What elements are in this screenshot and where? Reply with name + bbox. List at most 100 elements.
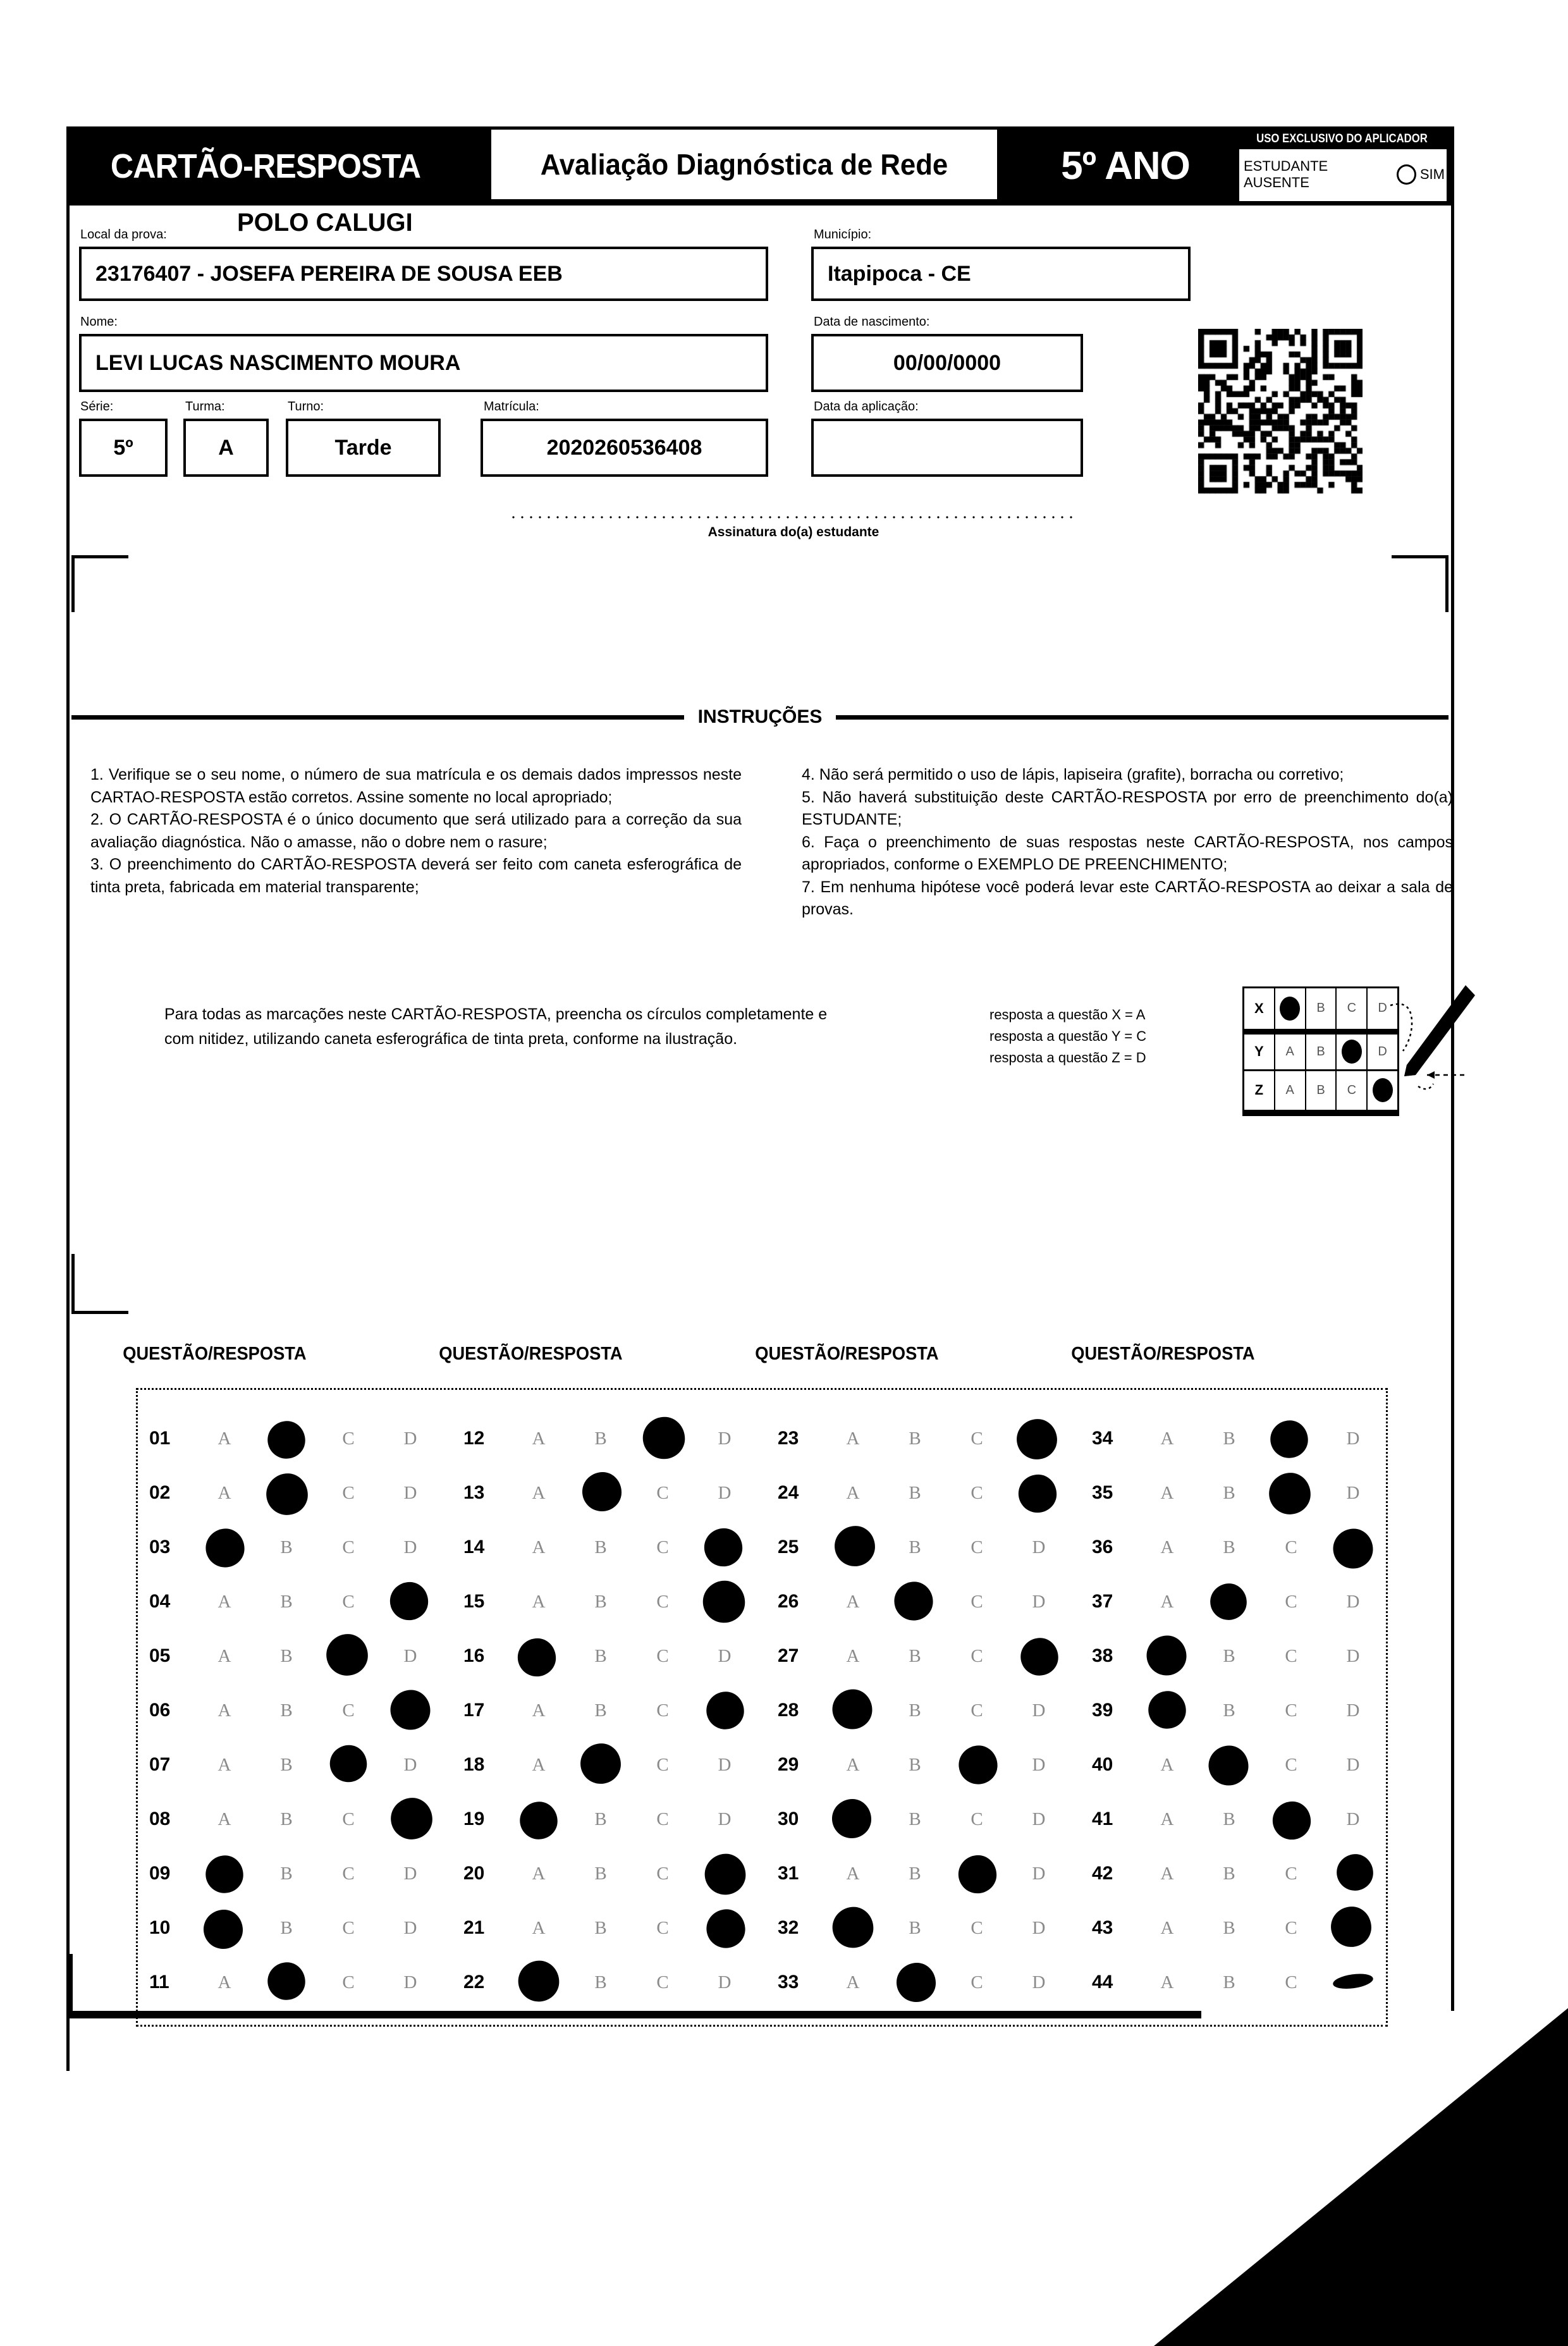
answer-bubble-39-d[interactable]: D (1322, 1683, 1384, 1738)
signature-line[interactable] (509, 515, 1078, 519)
answer-bubble-20-a[interactable]: A (508, 1846, 570, 1901)
answer-bubble-15-c[interactable]: C (632, 1575, 694, 1629)
answer-bubble-12-d[interactable]: D (694, 1411, 756, 1466)
school-field[interactable]: 23176407 - JOSEFA PEREIRA DE SOUSA EEB (79, 247, 768, 301)
answer-bubble-25-d[interactable]: D (1008, 1520, 1070, 1575)
answer-bubble-10-b[interactable]: B (255, 1901, 317, 1955)
matricula-field[interactable]: 2020260536408 (481, 419, 768, 477)
answer-bubble-07-d[interactable]: D (379, 1738, 441, 1792)
answer-bubble-20-c[interactable]: C (632, 1846, 694, 1901)
answer-bubble-04-b[interactable]: B (255, 1575, 317, 1629)
answer-bubble-07-c[interactable]: C (317, 1738, 379, 1792)
answer-bubble-04-d[interactable]: D (379, 1575, 441, 1629)
answer-bubble-38-a[interactable]: A (1136, 1629, 1198, 1683)
answer-bubble-33-d[interactable]: D (1008, 1955, 1070, 2010)
student-absent-row[interactable]: ESTUDANTE AUSENTE SIM (1244, 158, 1445, 190)
answer-bubble-43-a[interactable]: A (1136, 1901, 1198, 1955)
answer-bubble-25-b[interactable]: B (884, 1520, 946, 1575)
answer-bubble-06-c[interactable]: C (317, 1683, 379, 1738)
nascimento-field[interactable]: 00/00/0000 (811, 334, 1083, 392)
answer-bubble-05-a[interactable]: A (193, 1629, 255, 1683)
answer-bubble-16-a[interactable]: A (508, 1629, 570, 1683)
answer-bubble-25-a[interactable]: A (822, 1520, 884, 1575)
answer-bubble-43-d[interactable]: D (1322, 1901, 1384, 1955)
answer-bubble-13-c[interactable]: C (632, 1466, 694, 1520)
answer-bubble-01-c[interactable]: C (317, 1411, 379, 1466)
answer-bubble-05-b[interactable]: B (255, 1629, 317, 1683)
answer-bubble-04-c[interactable]: C (317, 1575, 379, 1629)
answer-bubble-42-c[interactable]: C (1260, 1846, 1322, 1901)
answer-bubble-35-c[interactable]: C (1260, 1466, 1322, 1520)
answer-bubble-08-c[interactable]: C (317, 1792, 379, 1846)
answer-bubble-42-a[interactable]: A (1136, 1846, 1198, 1901)
answer-bubble-43-b[interactable]: B (1198, 1901, 1260, 1955)
answer-bubble-11-b[interactable]: B (255, 1955, 317, 2010)
answer-bubble-15-a[interactable]: A (508, 1575, 570, 1629)
answer-bubble-17-b[interactable]: B (570, 1683, 632, 1738)
answer-bubble-02-d[interactable]: D (379, 1466, 441, 1520)
answer-bubble-25-c[interactable]: C (946, 1520, 1008, 1575)
answer-bubble-07-a[interactable]: A (193, 1738, 255, 1792)
answer-bubble-15-b[interactable]: B (570, 1575, 632, 1629)
answer-bubble-11-d[interactable]: D (379, 1955, 441, 2010)
answer-bubble-10-a[interactable]: A (193, 1901, 255, 1955)
answer-bubble-21-c[interactable]: C (632, 1901, 694, 1955)
answer-bubble-29-d[interactable]: D (1008, 1738, 1070, 1792)
answer-bubble-39-a[interactable]: A (1136, 1683, 1198, 1738)
answer-bubble-16-b[interactable]: B (570, 1629, 632, 1683)
answer-bubble-24-a[interactable]: A (822, 1466, 884, 1520)
answer-bubble-16-c[interactable]: C (632, 1629, 694, 1683)
answer-bubble-26-a[interactable]: A (822, 1575, 884, 1629)
municipio-field[interactable]: Itapipoca - CE (811, 247, 1191, 301)
answer-bubble-37-a[interactable]: A (1136, 1575, 1198, 1629)
answer-bubble-31-b[interactable]: B (884, 1846, 946, 1901)
answer-bubble-35-a[interactable]: A (1136, 1466, 1198, 1520)
serie-field[interactable]: 5º (79, 419, 168, 477)
answer-bubble-36-b[interactable]: B (1198, 1520, 1260, 1575)
answer-bubble-02-b[interactable]: B (255, 1466, 317, 1520)
answer-bubble-34-a[interactable]: A (1136, 1411, 1198, 1466)
answer-bubble-26-d[interactable]: D (1008, 1575, 1070, 1629)
absent-checkbox-bubble[interactable] (1396, 164, 1416, 185)
answer-bubble-16-d[interactable]: D (694, 1629, 756, 1683)
answer-bubble-01-a[interactable]: A (193, 1411, 255, 1466)
answer-bubble-29-b[interactable]: B (884, 1738, 946, 1792)
answer-bubble-42-d[interactable]: D (1322, 1846, 1384, 1901)
answer-bubble-36-a[interactable]: A (1136, 1520, 1198, 1575)
answer-bubble-33-a[interactable]: A (822, 1955, 884, 2010)
answer-bubble-21-b[interactable]: B (570, 1901, 632, 1955)
answer-bubble-22-c[interactable]: C (632, 1955, 694, 2010)
answer-bubble-23-a[interactable]: A (822, 1411, 884, 1466)
answer-bubble-20-b[interactable]: B (570, 1846, 632, 1901)
answer-bubble-30-c[interactable]: C (946, 1792, 1008, 1846)
answer-bubble-32-a[interactable]: A (822, 1901, 884, 1955)
answer-bubble-28-a[interactable]: A (822, 1683, 884, 1738)
answer-bubble-13-a[interactable]: A (508, 1466, 570, 1520)
answer-bubble-10-d[interactable]: D (379, 1901, 441, 1955)
answer-bubble-09-c[interactable]: C (317, 1846, 379, 1901)
answer-bubble-32-c[interactable]: C (946, 1901, 1008, 1955)
answer-bubble-09-a[interactable]: A (193, 1846, 255, 1901)
answer-bubble-19-b[interactable]: B (570, 1792, 632, 1846)
answer-bubble-42-b[interactable]: B (1198, 1846, 1260, 1901)
answer-bubble-41-b[interactable]: B (1198, 1792, 1260, 1846)
answer-bubble-26-b[interactable]: B (884, 1575, 946, 1629)
answer-bubble-27-b[interactable]: B (884, 1629, 946, 1683)
answer-bubble-33-b[interactable]: B (884, 1955, 946, 2010)
answer-bubble-38-c[interactable]: C (1260, 1629, 1322, 1683)
answer-bubble-03-a[interactable]: A (193, 1520, 255, 1575)
answer-bubble-31-d[interactable]: D (1008, 1846, 1070, 1901)
answer-bubble-09-b[interactable]: B (255, 1846, 317, 1901)
answer-bubble-12-c[interactable]: C (632, 1411, 694, 1466)
answer-bubble-38-d[interactable]: D (1322, 1629, 1384, 1683)
answer-bubble-28-b[interactable]: B (884, 1683, 946, 1738)
answer-bubble-24-d[interactable]: D (1008, 1466, 1070, 1520)
answer-bubble-22-d[interactable]: D (694, 1955, 756, 2010)
answer-bubble-10-c[interactable]: C (317, 1901, 379, 1955)
answer-bubble-13-b[interactable]: B (570, 1466, 632, 1520)
answer-bubble-23-d[interactable]: D (1008, 1411, 1070, 1466)
answer-bubble-15-d[interactable]: D (694, 1575, 756, 1629)
answer-bubble-01-d[interactable]: D (379, 1411, 441, 1466)
answer-bubble-24-b[interactable]: B (884, 1466, 946, 1520)
answer-bubble-17-d[interactable]: D (694, 1683, 756, 1738)
